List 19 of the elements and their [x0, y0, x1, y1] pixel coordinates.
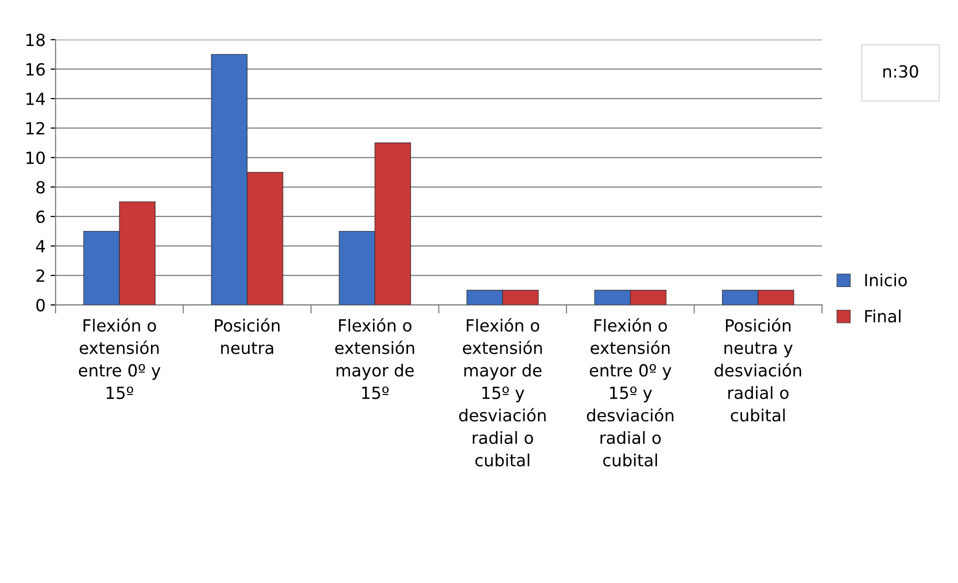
x-tick-label: Flexión o extensión entre 0º y 15º: [78, 318, 160, 400]
x-tick-label: Posición neutra y desviación radial o cubital: [714, 318, 802, 422]
legend-label: Inicio: [865, 273, 907, 286]
y-tick-label: 10: [26, 152, 45, 164]
y-tick-label: 16: [26, 63, 45, 76]
x-tick-label: Flexión o extensión entre 0º y 15º y desviación radial o cubital: [586, 318, 674, 466]
y-tick-label: 0: [36, 298, 45, 312]
y-tick-label: 18: [26, 34, 45, 46]
y-tick-label: 8: [36, 180, 45, 194]
y-tick-label: 14: [26, 92, 45, 105]
y-tick-label: 2: [36, 269, 44, 282]
text: n:30: [883, 65, 918, 78]
x-tick-label: Flexión o extensión mayor de 15º: [335, 318, 414, 400]
x-tick-label: Flexión o extensión mayor de 15º y desviación radial o cubital: [459, 318, 546, 466]
y-tick-label: 4: [36, 240, 45, 252]
x-tick-label: Posición neutra: [215, 318, 280, 354]
legend-label: Final: [865, 310, 900, 323]
y-tick-label: 12: [26, 122, 44, 134]
y-tick-label: 6: [36, 210, 45, 224]
